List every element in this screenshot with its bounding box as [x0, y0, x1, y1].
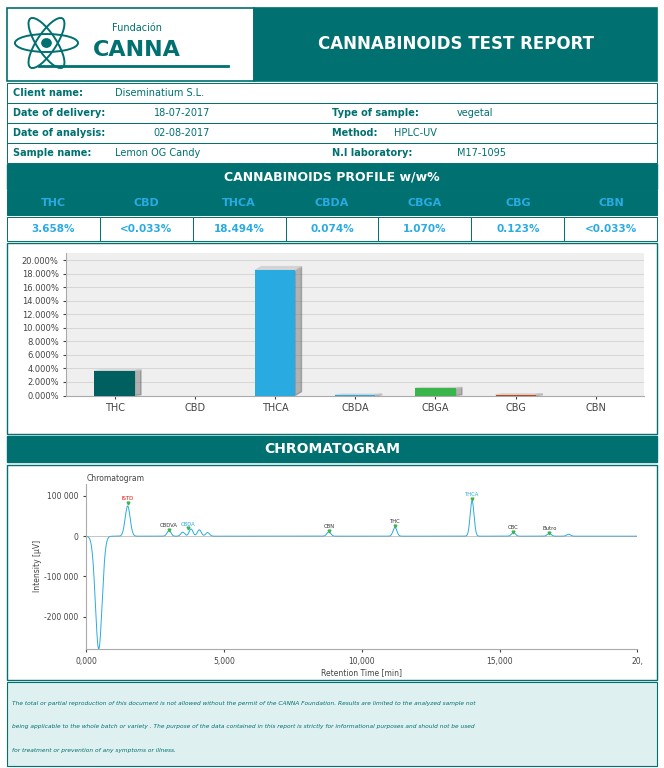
Polygon shape	[94, 370, 141, 371]
Text: CBN: CBN	[323, 525, 335, 529]
FancyBboxPatch shape	[7, 83, 657, 103]
FancyBboxPatch shape	[378, 190, 471, 215]
Text: Method:: Method:	[332, 127, 381, 138]
FancyBboxPatch shape	[7, 465, 657, 680]
Polygon shape	[335, 394, 382, 395]
FancyBboxPatch shape	[7, 436, 657, 462]
Text: Fundación: Fundación	[112, 23, 162, 33]
Text: 1.070%: 1.070%	[403, 223, 447, 234]
Text: THCA: THCA	[222, 197, 256, 208]
Polygon shape	[416, 388, 462, 389]
Polygon shape	[495, 394, 542, 395]
Text: THC: THC	[390, 519, 400, 524]
Text: 3.658%: 3.658%	[31, 223, 75, 234]
Text: Chromatogram: Chromatogram	[86, 474, 144, 483]
Text: Date of analysis:: Date of analysis:	[13, 127, 109, 138]
Text: <0.033%: <0.033%	[120, 223, 172, 234]
Text: Lemon OG Candy: Lemon OG Candy	[115, 147, 200, 158]
Polygon shape	[295, 266, 301, 396]
FancyBboxPatch shape	[378, 217, 471, 241]
FancyBboxPatch shape	[193, 190, 286, 215]
Text: being applicable to the whole batch or variety . The purpose of the data contain: being applicable to the whole batch or v…	[12, 724, 475, 730]
Bar	[94, 371, 135, 396]
Text: CBC: CBC	[508, 525, 519, 530]
Text: 18-07-2017: 18-07-2017	[153, 108, 210, 118]
Text: CANNA: CANNA	[93, 40, 181, 60]
FancyBboxPatch shape	[193, 217, 286, 241]
Bar	[495, 395, 536, 396]
Text: THCA: THCA	[465, 492, 479, 497]
Text: for treatment or prevention of any symptoms or illness.: for treatment or prevention of any sympt…	[12, 748, 176, 753]
Text: Type of sample:: Type of sample:	[332, 108, 422, 118]
FancyBboxPatch shape	[7, 217, 100, 241]
Text: CANNABINOIDS PROFILE w/w%: CANNABINOIDS PROFILE w/w%	[224, 170, 440, 183]
FancyBboxPatch shape	[7, 143, 657, 163]
Text: N.I laboratory:: N.I laboratory:	[332, 147, 416, 158]
Text: Sample name:: Sample name:	[13, 147, 95, 158]
Text: HPLC-UV: HPLC-UV	[394, 127, 438, 138]
FancyBboxPatch shape	[7, 243, 657, 434]
Text: The total or partial reproduction of this document is not allowed without the pe: The total or partial reproduction of thi…	[12, 700, 475, 706]
Text: Client name:: Client name:	[13, 88, 86, 98]
FancyBboxPatch shape	[286, 190, 378, 215]
FancyBboxPatch shape	[7, 682, 657, 766]
Polygon shape	[375, 394, 382, 396]
FancyBboxPatch shape	[471, 190, 564, 215]
Text: CBD: CBD	[133, 197, 159, 208]
Text: <0.033%: <0.033%	[585, 223, 637, 234]
FancyBboxPatch shape	[7, 164, 657, 189]
Text: CBN: CBN	[598, 197, 623, 208]
FancyBboxPatch shape	[471, 217, 564, 241]
FancyBboxPatch shape	[100, 217, 193, 241]
Text: 02-08-2017: 02-08-2017	[153, 127, 210, 138]
Text: CHROMATOGRAM: CHROMATOGRAM	[264, 442, 400, 456]
Y-axis label: Intensity [µV]: Intensity [µV]	[33, 541, 42, 592]
Text: CBDVA: CBDVA	[160, 523, 178, 528]
Text: CANNABINOIDS TEST REPORT: CANNABINOIDS TEST REPORT	[317, 35, 594, 53]
Polygon shape	[456, 388, 462, 396]
Text: CBGA: CBGA	[408, 197, 442, 208]
Text: ISTD: ISTD	[122, 496, 133, 502]
Text: 0.123%: 0.123%	[496, 223, 540, 234]
Polygon shape	[135, 370, 141, 396]
Bar	[416, 389, 456, 396]
FancyBboxPatch shape	[254, 8, 657, 81]
Text: Butro: Butro	[542, 526, 556, 531]
Text: Diseminatium S.L.: Diseminatium S.L.	[115, 88, 204, 98]
Circle shape	[42, 39, 51, 47]
Text: CBDA: CBDA	[315, 197, 349, 208]
FancyBboxPatch shape	[7, 123, 657, 143]
Text: 18.494%: 18.494%	[214, 223, 264, 234]
FancyBboxPatch shape	[286, 217, 378, 241]
Text: THC: THC	[41, 197, 66, 208]
FancyBboxPatch shape	[564, 190, 657, 215]
FancyBboxPatch shape	[100, 190, 193, 215]
Text: CBDA: CBDA	[181, 521, 196, 527]
X-axis label: Retention Time [min]: Retention Time [min]	[321, 668, 402, 677]
FancyBboxPatch shape	[7, 8, 254, 81]
Text: vegetal: vegetal	[457, 108, 493, 118]
Bar	[255, 270, 295, 396]
FancyBboxPatch shape	[7, 190, 100, 215]
FancyBboxPatch shape	[7, 103, 657, 123]
Text: M17-1095: M17-1095	[457, 147, 506, 158]
Text: CBG: CBG	[505, 197, 531, 208]
Text: Date of delivery:: Date of delivery:	[13, 108, 109, 118]
Text: 0.074%: 0.074%	[310, 223, 354, 234]
Polygon shape	[255, 266, 301, 270]
Polygon shape	[536, 394, 542, 396]
FancyBboxPatch shape	[564, 217, 657, 241]
